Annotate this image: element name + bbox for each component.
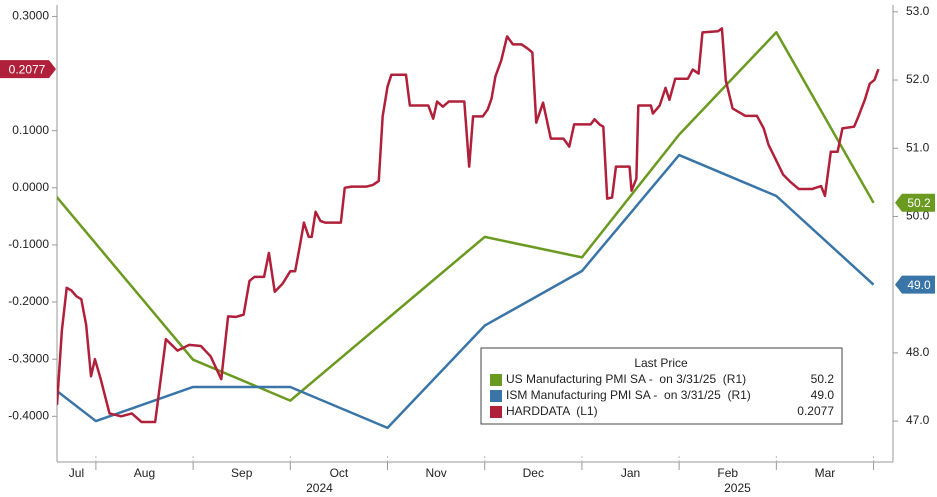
legend-label: US Manufacturing PMI SA - on 3/31/25 (R1…	[506, 372, 746, 386]
plot-area	[57, 27, 880, 430]
y-tick-label: 0.1000	[12, 123, 49, 137]
y2-tick-label: 50.0	[906, 209, 930, 223]
y2-tick-label: 53.0	[906, 4, 930, 18]
y-tick-label: -0.1000	[8, 237, 49, 251]
y-tick-label: -0.4000	[8, 408, 49, 422]
series-line	[57, 27, 880, 424]
last-value-tag	[895, 193, 935, 212]
y2-tick-label: 48.0	[906, 345, 930, 359]
y-tick-label: -0.3000	[8, 351, 49, 365]
series-line	[57, 153, 875, 430]
x-tick-label: Jul	[69, 466, 84, 480]
legend-value: 49.0	[811, 388, 835, 402]
legend-box	[480, 347, 843, 425]
y2-tick-label: 47.0	[906, 413, 930, 427]
legend: Last Price US Manufacturing PMI SA - on …	[480, 347, 843, 425]
last-value-label: 49.0	[907, 278, 931, 292]
legend-swatch	[490, 374, 502, 386]
x-tick-label: Jan	[621, 466, 640, 480]
legend-label: ISM Manufacturing PMI SA - on 3/31/25 (R…	[506, 388, 751, 402]
legend-value: 0.2077	[797, 404, 834, 418]
y-tick-label: 0.0000	[12, 180, 49, 194]
last-value-label: 50.2	[907, 196, 931, 210]
x-group-label: 2025	[724, 481, 751, 495]
x-tick-label: Dec	[523, 466, 544, 480]
x-tick-label: Mar	[815, 466, 836, 480]
last-value-tag	[895, 275, 935, 294]
x-tick-label: Feb	[717, 466, 738, 480]
legend-swatch	[490, 390, 502, 402]
legend-label: HARDDATA (L1)	[506, 404, 598, 418]
x-tick-label: Aug	[134, 466, 155, 480]
legend-swatch	[490, 406, 502, 418]
x-group-label: 2024	[306, 481, 333, 495]
x-tick-label: Nov	[425, 466, 446, 480]
last-value-label: 0.2077	[9, 62, 46, 76]
last-value-tag	[0, 60, 56, 79]
y-tick-label: 0.3000	[12, 9, 49, 23]
legend-value: 50.2	[811, 372, 835, 386]
x-tick-label: Oct	[330, 466, 349, 480]
y2-tick-label: 52.0	[906, 72, 930, 86]
x-tick-label: Sep	[231, 466, 253, 480]
legend-title: Last Price	[634, 356, 688, 370]
y-tick-label: -0.2000	[8, 294, 49, 308]
y2-tick-label: 51.0	[906, 140, 930, 154]
